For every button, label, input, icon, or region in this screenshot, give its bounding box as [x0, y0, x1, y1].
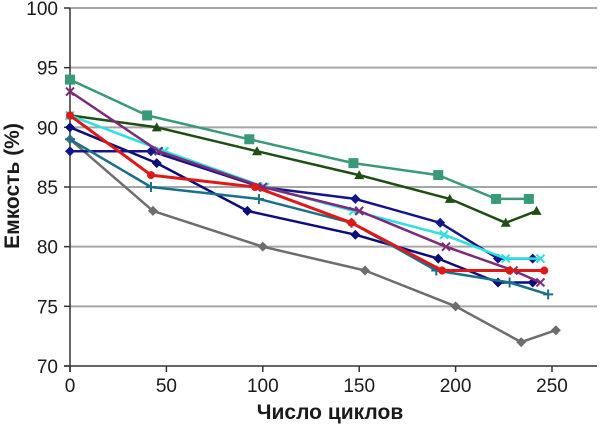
- series-gray: [65, 134, 561, 348]
- data-point: [151, 122, 162, 132]
- data-point: [535, 253, 546, 264]
- series-red: [66, 111, 549, 275]
- y-tick-label: 70: [37, 357, 58, 378]
- data-point: [147, 205, 158, 216]
- data-point: [550, 325, 561, 336]
- data-point: [531, 205, 542, 215]
- data-point: [500, 217, 511, 227]
- y-tick-label: 100: [26, 0, 58, 20]
- data-point: [359, 265, 370, 276]
- data-point: [439, 230, 449, 240]
- data-point: [65, 134, 75, 145]
- series-group: [65, 74, 561, 348]
- data-point: [491, 193, 502, 204]
- data-point: [251, 183, 260, 191]
- x-axis-title: Число циклов: [257, 401, 404, 424]
- data-point: [444, 193, 455, 203]
- tick-labels: 70 75 80 85 90 95 100 0 50 100 150 200 250: [26, 0, 568, 397]
- data-point: [441, 241, 451, 252]
- data-point: [505, 266, 514, 275]
- axes: [64, 7, 597, 372]
- data-point: [153, 146, 164, 156]
- data-point: [347, 218, 356, 227]
- data-point: [65, 86, 75, 97]
- data-point: [66, 111, 74, 120]
- data-point: [252, 146, 263, 156]
- x-tick-label: 0: [65, 376, 76, 397]
- data-point: [253, 193, 264, 204]
- data-point: [523, 193, 534, 204]
- data-point: [65, 122, 75, 133]
- data-point: [354, 206, 364, 216]
- y-tick-label: 90: [37, 118, 58, 139]
- series-teal-green: [65, 74, 534, 204]
- data-point: [435, 217, 446, 228]
- data-point: [535, 277, 546, 288]
- data-point: [354, 170, 365, 180]
- y-tick-label: 95: [37, 59, 58, 80]
- data-point: [350, 229, 361, 240]
- data-point: [146, 171, 155, 180]
- data-point: [151, 158, 162, 169]
- data-point: [516, 337, 527, 348]
- x-tick-label: 50: [156, 376, 177, 397]
- data-point: [540, 266, 549, 275]
- data-point: [142, 110, 153, 121]
- data-point: [348, 158, 359, 169]
- y-tick-label: 80: [37, 238, 58, 259]
- data-point: [65, 146, 75, 157]
- data-point: [438, 266, 447, 275]
- data-point: [257, 241, 268, 252]
- data-point: [242, 205, 253, 216]
- data-point: [65, 74, 75, 85]
- x-tick-label: 250: [536, 376, 568, 397]
- y-axis-title: Емкость (%): [1, 123, 24, 249]
- data-point: [501, 253, 511, 264]
- x-tick-label: 100: [247, 376, 279, 397]
- data-point: [543, 289, 554, 300]
- x-tick-label: 150: [343, 376, 375, 397]
- data-point: [244, 134, 255, 145]
- data-point: [433, 253, 444, 264]
- data-point: [145, 182, 156, 192]
- data-point: [504, 277, 515, 288]
- data-point: [450, 301, 461, 312]
- series-line-dark-green: [69, 114, 538, 225]
- series-navy: [65, 122, 538, 288]
- grid: [70, 7, 597, 308]
- y-tick-label: 75: [37, 297, 58, 318]
- y-tick-label: 85: [37, 178, 58, 199]
- x-tick-label: 200: [440, 376, 472, 397]
- data-point: [350, 193, 361, 204]
- data-point: [433, 170, 444, 181]
